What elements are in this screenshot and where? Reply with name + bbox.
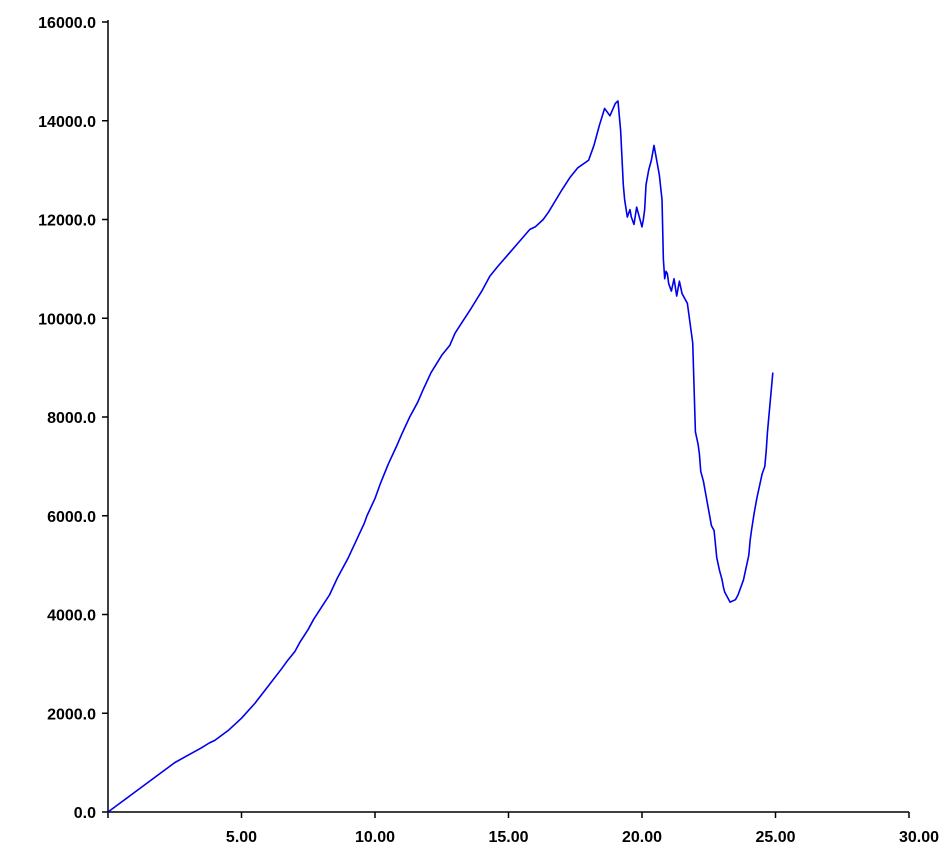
series-line (107, 100, 774, 813)
y-tick-label: 6000.0 (47, 509, 96, 526)
y-tick-label: 14000.0 (38, 114, 96, 131)
x-tick-label: 25.00 (755, 829, 795, 846)
y-axis: 0.0 2000.0 4000.0 6000.0 8000.0 10000.0 12000.… (38, 15, 109, 822)
x-tick-label: 10.00 (355, 829, 395, 846)
x-tick-label: 30.00 (899, 829, 939, 846)
x-axis: 5.00 10.00 15.00 20.00 25.00 30.00 (107, 811, 939, 846)
x-tick-label: 5.00 (226, 829, 257, 846)
y-tick-label: 2000.0 (47, 706, 96, 723)
x-tick-label: 15.00 (488, 829, 528, 846)
x-tick-label: 20.00 (622, 829, 662, 846)
y-tick-label: 12000.0 (38, 213, 96, 230)
y-tick-label: 4000.0 (47, 608, 96, 625)
y-tick-label: 16000.0 (38, 15, 96, 32)
y-tick-label: 8000.0 (47, 410, 96, 427)
y-tick-label: 10000.0 (38, 311, 96, 328)
y-tick-label: 0.0 (74, 805, 96, 822)
plot-area (107, 100, 774, 813)
